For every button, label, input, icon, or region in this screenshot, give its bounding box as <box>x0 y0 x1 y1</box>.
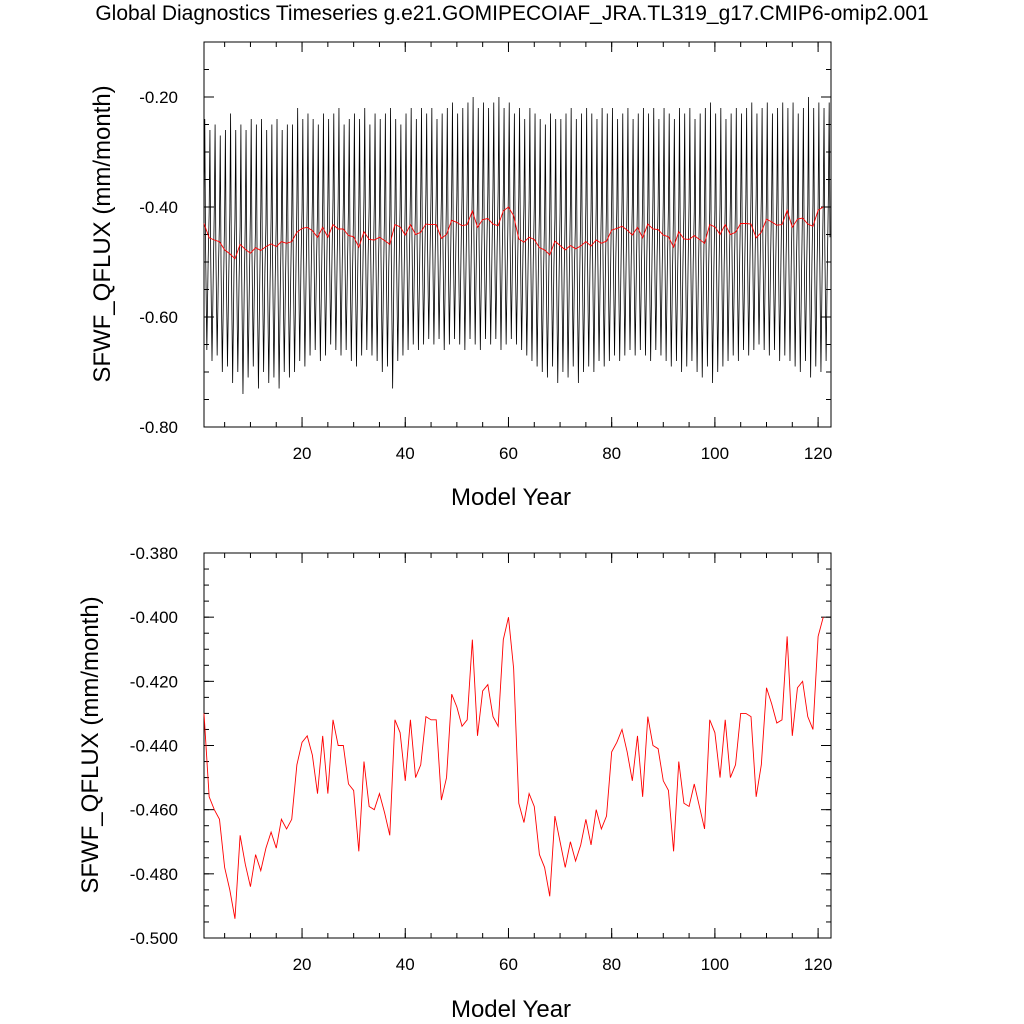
x-tick-label: 100 <box>701 444 729 463</box>
top-y-axis-label: SFWF_QFLUX (mm/month) <box>89 85 116 382</box>
x-tick-label: 40 <box>396 444 415 463</box>
y-tick-label: -0.460 <box>130 801 178 820</box>
page-title: Global Diagnostics Timeseries g.e21.GOMI… <box>95 2 929 25</box>
x-tick-label: 60 <box>499 955 518 974</box>
monthly-series-line <box>203 96 831 395</box>
top-plot-area: -0.80 -0.60 -0.40 -0.20 20 40 60 80 100 120 <box>139 41 832 463</box>
top-axis-ticks: -0.80 -0.60 -0.40 -0.20 20 40 60 80 100 120 <box>139 41 832 463</box>
x-tick-label: 20 <box>293 955 312 974</box>
top-annual-series <box>203 206 824 260</box>
top-plot-frame <box>203 41 832 428</box>
x-tick-label: 20 <box>293 444 312 463</box>
x-tick-label: 60 <box>499 444 518 463</box>
x-tick-label: 80 <box>602 955 621 974</box>
x-tick-label: 120 <box>804 444 832 463</box>
x-tick-label: 80 <box>602 444 621 463</box>
y-tick-label: -0.20 <box>139 88 178 107</box>
y-tick-label: -0.60 <box>139 308 178 327</box>
y-tick-label: -0.80 <box>139 418 178 437</box>
x-tick-label: 100 <box>701 955 729 974</box>
y-tick-label: -0.440 <box>130 737 178 756</box>
y-tick-label: -0.400 <box>130 608 178 627</box>
x-tick-label: 120 <box>804 955 832 974</box>
bottom-y-axis-label: SFWF_QFLUX (mm/month) <box>77 596 104 893</box>
bottom-x-axis-label: Model Year <box>451 996 571 1023</box>
y-tick-label: -0.40 <box>139 198 178 217</box>
bottom-axis-ticks: -0.500 -0.480 -0.460 -0.440 -0.420 -0.400 -0.3… <box>130 544 832 974</box>
annual-mean-line <box>203 617 824 919</box>
y-tick-label: -0.480 <box>130 865 178 884</box>
y-tick-label: -0.500 <box>130 929 178 948</box>
y-tick-label: -0.420 <box>130 672 178 691</box>
y-tick-label: -0.380 <box>130 544 178 563</box>
bottom-annual-series <box>203 617 824 919</box>
bottom-plot-frame <box>203 552 832 939</box>
x-tick-label: 40 <box>396 955 415 974</box>
annual-mean-line <box>203 206 824 260</box>
top-x-axis-label: Model Year <box>451 484 571 511</box>
top-monthly-series <box>203 96 831 395</box>
bottom-plot-area: -0.500 -0.480 -0.460 -0.440 -0.420 -0.400 -0.3… <box>130 544 832 974</box>
